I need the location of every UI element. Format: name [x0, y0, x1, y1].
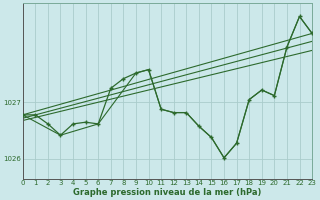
X-axis label: Graphe pression niveau de la mer (hPa): Graphe pression niveau de la mer (hPa) — [73, 188, 262, 197]
